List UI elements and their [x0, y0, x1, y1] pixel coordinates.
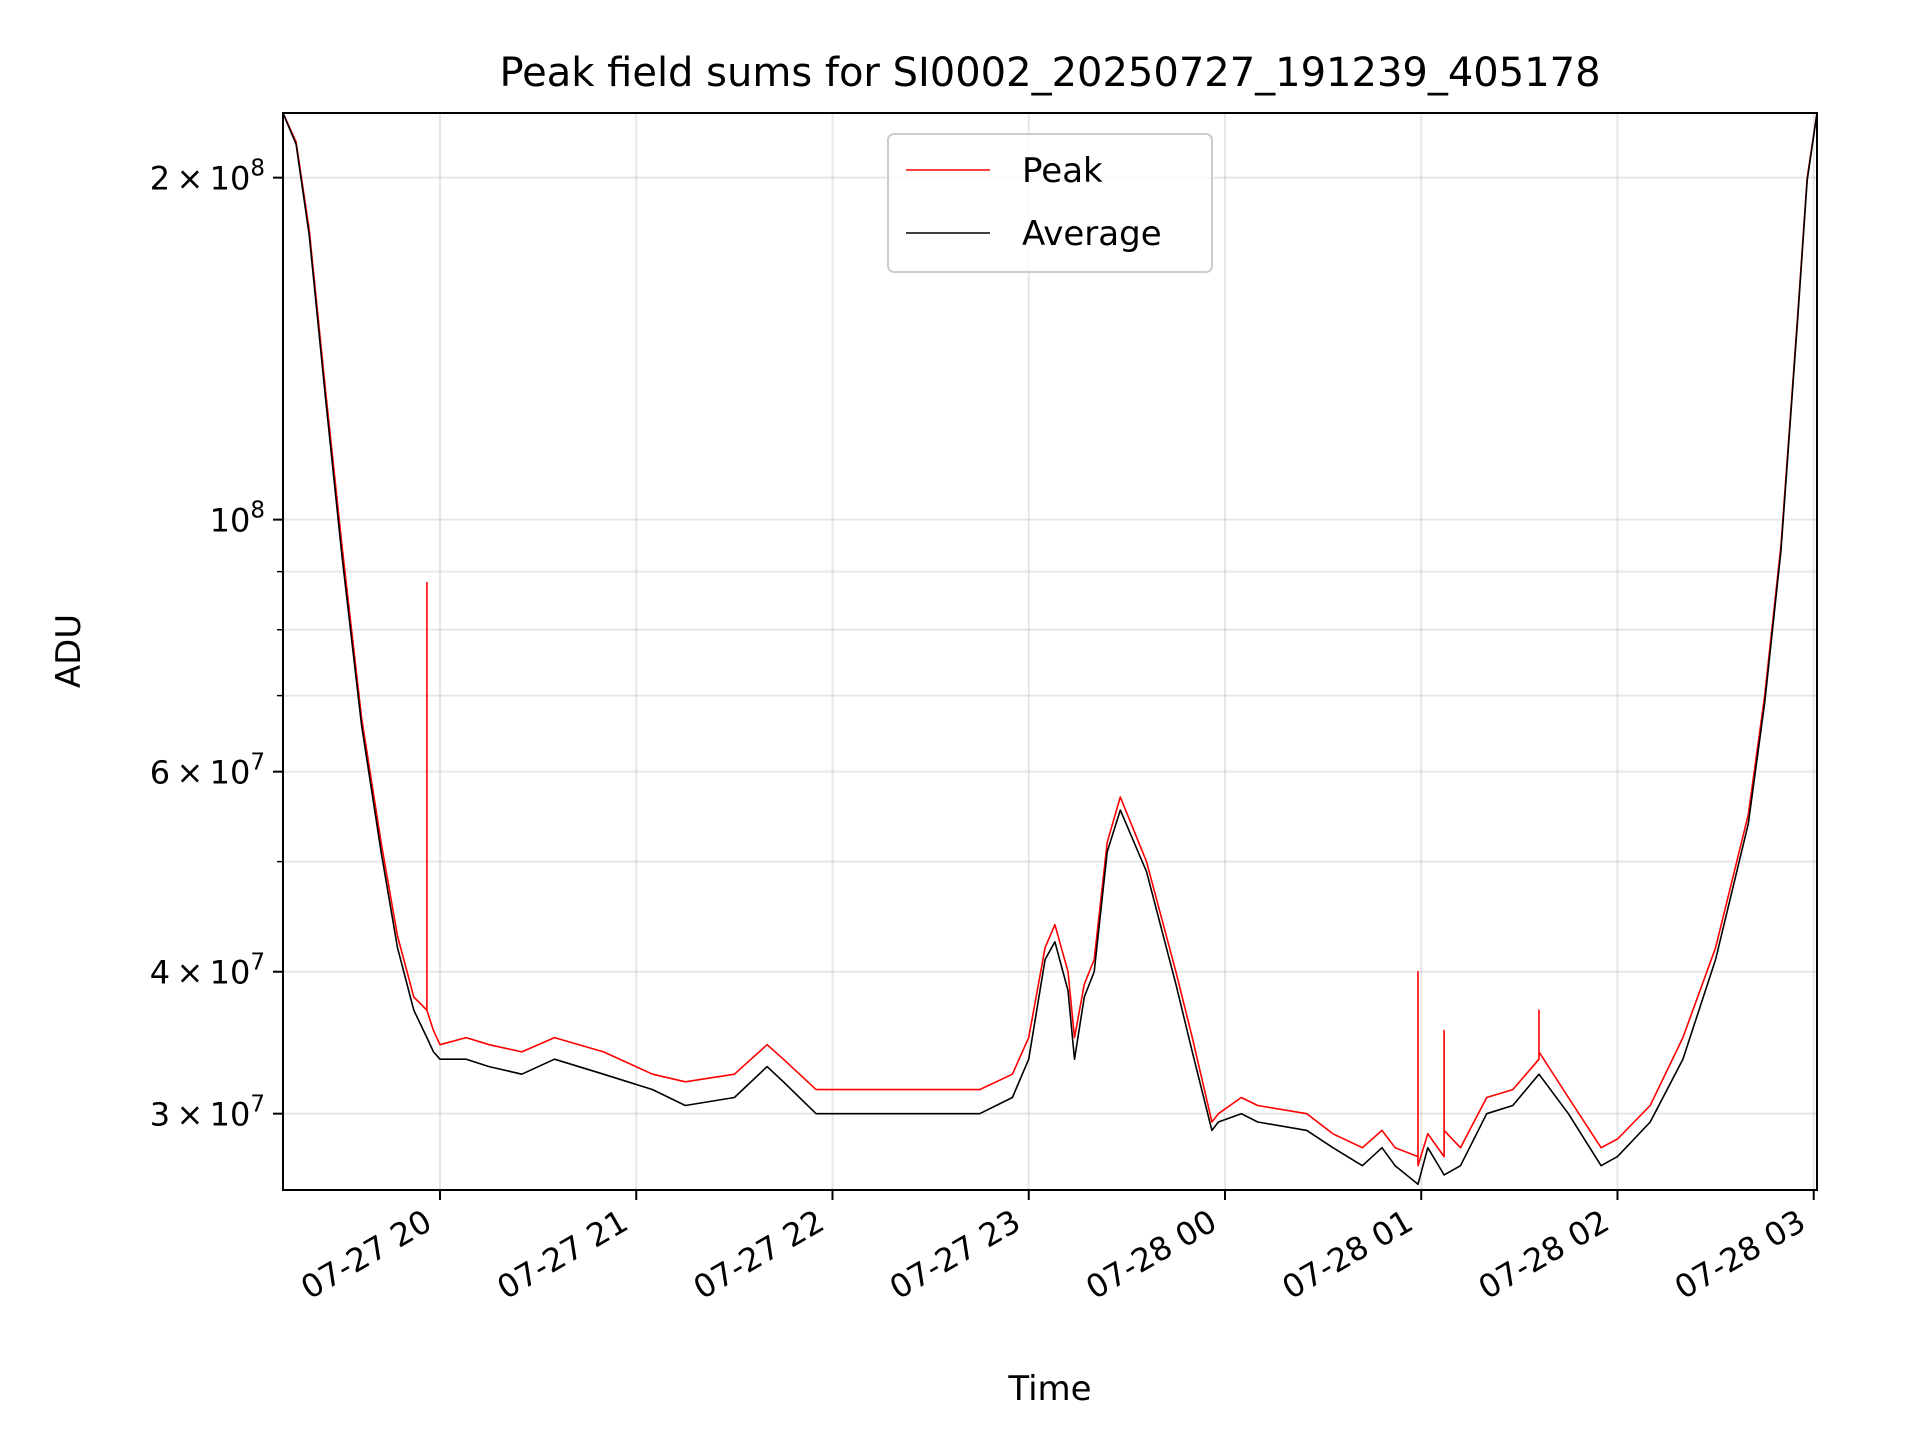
y-tick-label: 3 × 107 — [150, 1092, 265, 1134]
legend: Peak Average — [887, 133, 1213, 273]
series-layer — [282, 112, 1818, 1186]
series-line-peak — [282, 112, 1818, 1167]
chart-title: Peak field sums for SI0002_20250727_1912… — [499, 50, 1600, 96]
legend-label-average: Average — [1022, 214, 1162, 254]
y-tick-label: 108 — [210, 498, 265, 540]
y-axis-label: ADU — [49, 614, 89, 688]
y-tick-label: 2 × 108 — [150, 156, 265, 198]
y-tick-label: 6 × 107 — [150, 750, 265, 792]
y-axis-ticks: 2 × 108 108 6 × 107 4 × 107 3 × 107 — [150, 156, 283, 1134]
y-tick-label: 4 × 107 — [150, 950, 265, 992]
series-line-average — [282, 112, 1818, 1186]
legend-box — [887, 133, 1213, 273]
grid — [283, 113, 1817, 1190]
x-axis-label: Time — [1007, 1369, 1091, 1409]
legend-label-peak: Peak — [1022, 151, 1103, 191]
plot-frame — [282, 112, 1818, 1191]
